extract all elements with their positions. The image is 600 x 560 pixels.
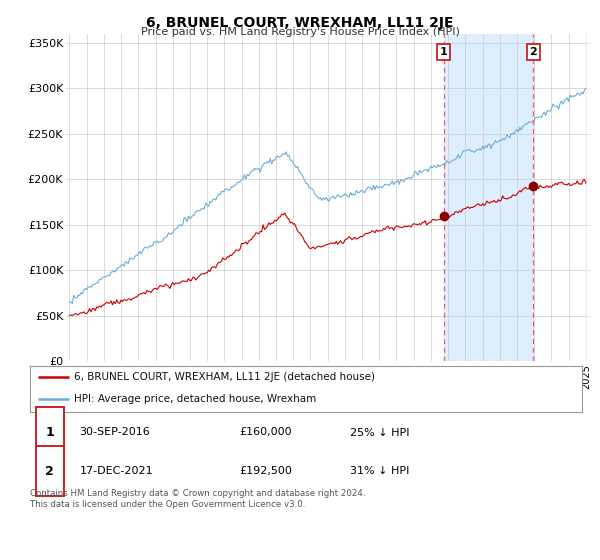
Text: HPI: Average price, detached house, Wrexham: HPI: Average price, detached house, Wrex…	[74, 394, 316, 404]
Text: Price paid vs. HM Land Registry's House Price Index (HPI): Price paid vs. HM Land Registry's House …	[140, 27, 460, 37]
Text: £192,500: £192,500	[240, 466, 293, 477]
Text: £160,000: £160,000	[240, 427, 292, 437]
Text: 17-DEC-2021: 17-DEC-2021	[80, 466, 154, 477]
Text: 31% ↓ HPI: 31% ↓ HPI	[350, 466, 410, 477]
Text: Contains HM Land Registry data © Crown copyright and database right 2024.
This d: Contains HM Land Registry data © Crown c…	[30, 489, 365, 509]
Bar	[444, 34, 533, 361]
FancyBboxPatch shape	[35, 408, 64, 458]
Text: 6, BRUNEL COURT, WREXHAM, LL11 2JE: 6, BRUNEL COURT, WREXHAM, LL11 2JE	[146, 16, 454, 30]
Text: 1: 1	[46, 426, 54, 439]
Text: 30-SEP-2016: 30-SEP-2016	[80, 427, 151, 437]
Text: 2: 2	[46, 465, 54, 478]
Text: 1: 1	[440, 47, 448, 57]
Text: 6, BRUNEL COURT, WREXHAM, LL11 2JE (detached house): 6, BRUNEL COURT, WREXHAM, LL11 2JE (deta…	[74, 372, 375, 382]
FancyBboxPatch shape	[35, 446, 64, 496]
Text: 25% ↓ HPI: 25% ↓ HPI	[350, 427, 410, 437]
Text: 2: 2	[529, 47, 537, 57]
